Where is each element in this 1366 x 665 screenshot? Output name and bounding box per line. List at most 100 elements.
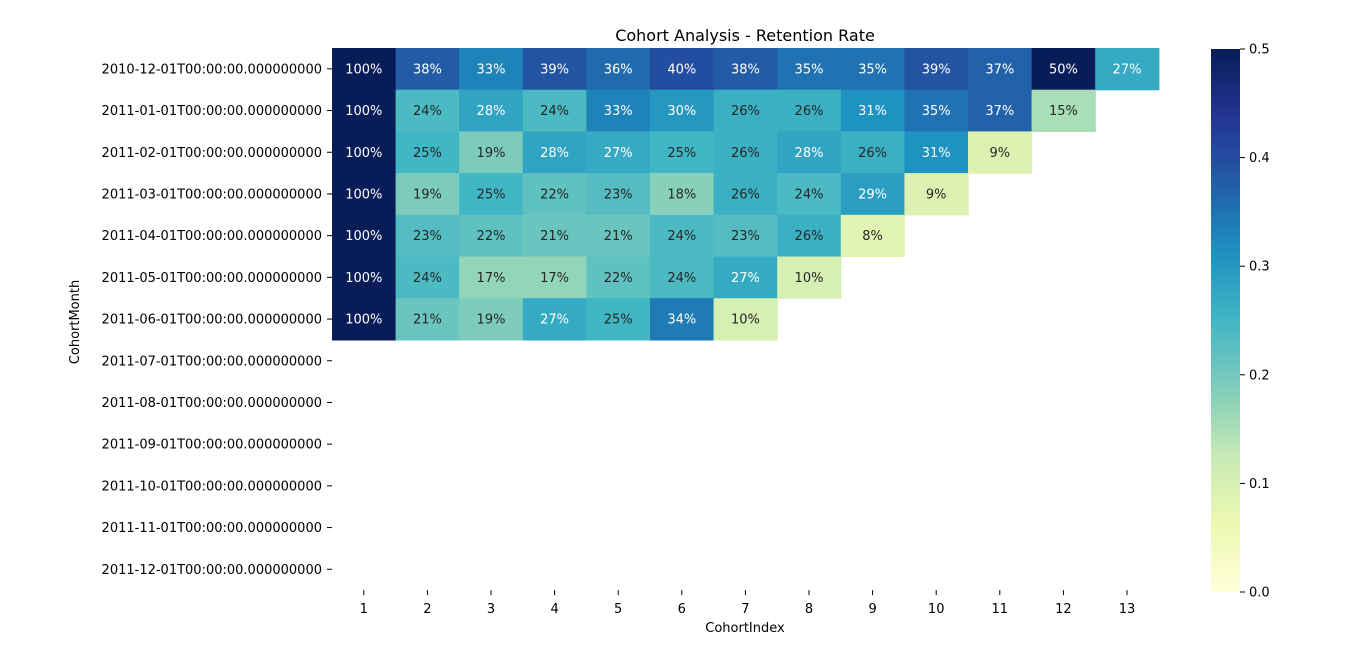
heatmap-cell <box>586 298 651 341</box>
x-tick-label: 11 <box>992 602 1009 617</box>
heatmap-cell <box>713 131 778 174</box>
cell-value-label: 8% <box>862 229 883 244</box>
colorbar-tick-label: 0.5 <box>1249 43 1270 58</box>
cell-value-label: 17% <box>540 271 569 286</box>
x-tick-label: 10 <box>928 602 945 617</box>
cell-value-label: 27% <box>731 271 760 286</box>
cell-value-label: 23% <box>731 229 760 244</box>
cell-value-label: 19% <box>413 187 442 202</box>
cell-value-label: 37% <box>985 62 1014 77</box>
heatmap-cell <box>522 89 587 132</box>
cell-value-label: 31% <box>858 104 887 119</box>
y-tick-labels: 2010-12-01T00:00:00.000000000 2011-01-01T… <box>102 62 332 578</box>
cell-value-label: 35% <box>795 62 824 77</box>
cell-value-label: 39% <box>540 62 569 77</box>
heatmap-cell <box>777 89 842 132</box>
cell-value-label: 24% <box>667 271 696 286</box>
y-tick-label: 2011-01-01T00:00:00.000000000 <box>102 104 322 119</box>
heatmap-cell <box>713 48 778 91</box>
heatmap-cell <box>968 131 1033 174</box>
cell-value-label: 25% <box>604 313 633 328</box>
cell-value-label: 21% <box>540 229 569 244</box>
cell-value-label: 9% <box>926 187 947 202</box>
heatmap-cell <box>713 214 778 258</box>
cell-value-label: 28% <box>795 146 824 161</box>
heatmap-cell <box>777 48 842 91</box>
x-tick-label: 13 <box>1119 602 1136 617</box>
cell-value-label: 23% <box>413 229 442 244</box>
heatmap-cell <box>777 214 842 258</box>
cell-value-label: 15% <box>1049 104 1078 119</box>
heatmap-cell <box>904 131 969 174</box>
x-tick-label: 12 <box>1055 602 1072 617</box>
cell-value-label: 26% <box>795 104 824 119</box>
colorbar-tick-label: 0.3 <box>1249 260 1270 275</box>
heatmap-cell <box>968 48 1033 91</box>
heatmap-cell <box>459 214 524 258</box>
cell-value-label: 9% <box>989 146 1010 161</box>
cell-value-label: 34% <box>667 313 696 328</box>
cell-value-label: 25% <box>413 146 442 161</box>
cell-value-label: 29% <box>858 187 887 202</box>
heatmap-cell <box>650 89 715 132</box>
heatmap-cell <box>777 131 842 174</box>
cell-value-label: 26% <box>731 104 760 119</box>
cell-value-label: 27% <box>604 146 633 161</box>
heatmap-cell <box>522 173 587 216</box>
heatmap-cell <box>459 298 524 341</box>
colorbar-tick-label: 0.0 <box>1249 586 1270 601</box>
cell-value-label: 25% <box>667 146 696 161</box>
heatmap-cell <box>332 48 397 91</box>
cell-value-label: 26% <box>731 187 760 202</box>
heatmap-cell <box>650 173 715 216</box>
heatmap-cell <box>713 89 778 132</box>
cell-value-label: 36% <box>604 62 633 77</box>
cell-value-label: 26% <box>731 146 760 161</box>
x-axis-title: CohortIndex <box>705 621 785 636</box>
cell-value-label: 100% <box>345 104 382 119</box>
cell-value-label: 25% <box>477 187 506 202</box>
cell-value-label: 24% <box>413 104 442 119</box>
heatmap-cell <box>395 256 460 299</box>
heatmap-cell <box>713 256 778 299</box>
heatmap-cell <box>459 173 524 216</box>
heatmap-cell <box>395 89 460 132</box>
heatmap-cell <box>586 256 651 299</box>
heatmap-cell <box>650 214 715 258</box>
heatmap-cell <box>586 131 651 174</box>
cell-value-label: 30% <box>667 104 696 119</box>
cell-value-label: 28% <box>540 146 569 161</box>
heatmap-cell <box>777 256 842 299</box>
heatmap-cell <box>522 298 587 341</box>
heatmap-cell <box>395 298 460 341</box>
heatmap-cell <box>395 48 460 91</box>
heatmap-cell <box>332 256 397 299</box>
cell-value-label: 18% <box>667 187 696 202</box>
cell-value-label: 40% <box>667 62 696 77</box>
heatmap-cell <box>459 131 524 174</box>
colorbar: 0.0 0.1 0.2 0.3 0.4 0.5 <box>1211 43 1270 601</box>
heatmap-cell <box>840 173 905 216</box>
x-tick-label: 5 <box>614 602 622 617</box>
heatmap-cell <box>332 173 397 216</box>
cell-value-label: 26% <box>858 146 887 161</box>
heatmap-cell <box>840 89 905 132</box>
x-tick-label: 7 <box>741 602 749 617</box>
x-tick-label: 6 <box>678 602 686 617</box>
x-tick-labels: 1 2 3 4 5 6 7 8 9 10 11 12 13 <box>360 590 1136 617</box>
heatmap-cell <box>1031 89 1096 132</box>
cell-value-label: 27% <box>1113 62 1142 77</box>
cell-value-label: 19% <box>477 313 506 328</box>
cell-value-label: 21% <box>413 313 442 328</box>
heatmap-cell <box>332 131 397 174</box>
cell-value-label: 26% <box>795 229 824 244</box>
cell-value-label: 21% <box>604 229 633 244</box>
heatmap-cell <box>840 48 905 91</box>
heatmap-cell <box>395 131 460 174</box>
x-tick-label: 1 <box>360 602 368 617</box>
cell-value-label: 28% <box>477 104 506 119</box>
heatmap-cell <box>332 89 397 132</box>
colorbar-tick-label: 0.4 <box>1249 151 1270 166</box>
heatmap-cell <box>713 173 778 216</box>
